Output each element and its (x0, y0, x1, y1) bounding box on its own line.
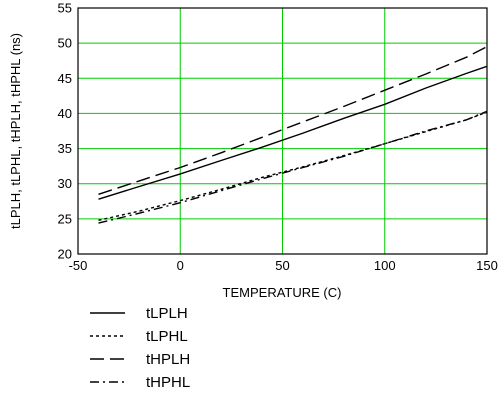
legend-label-thphl: tHPHL (146, 374, 190, 391)
series-line-thplh (98, 46, 488, 195)
y-tick-label: 30 (58, 176, 72, 191)
legend-label-thplh: tHPLH (146, 351, 190, 368)
series-line-tlplh (98, 65, 488, 200)
x-tick-label: 100 (374, 258, 396, 273)
legend-label-tlphl: tLPHL (146, 328, 188, 345)
y-tick-label: 50 (58, 36, 72, 51)
tick-labels: -50 0 50 100 150 20 25 30 35 40 45 50 55 (58, 1, 498, 274)
y-tick-label: 20 (58, 247, 72, 262)
x-axis-label: TEMPERATURE (C) (223, 285, 342, 300)
grid-lines (78, 8, 487, 254)
y-tick-label: 40 (58, 106, 72, 121)
x-tick-label: 0 (177, 258, 184, 273)
x-tick-label: -50 (69, 258, 88, 273)
x-tick-label: 150 (476, 258, 498, 273)
series-line-thphl (98, 110, 488, 224)
y-tick-label: 45 (58, 71, 72, 86)
plot-frame (77, 7, 488, 255)
series-group (98, 46, 488, 224)
legend-label-tlplh: tLPLH (146, 305, 188, 322)
y-tick-label: 25 (58, 211, 72, 226)
y-tick-label: 55 (58, 1, 72, 16)
y-tick-label: 35 (58, 141, 72, 156)
y-axis-label: tLPLH, tLPHL, tHPLH, tHPHL (ns) (8, 33, 23, 229)
legend: tLPLH tLPHL tHPLH tHPHL (90, 305, 190, 391)
x-tick-label: 50 (275, 258, 289, 273)
